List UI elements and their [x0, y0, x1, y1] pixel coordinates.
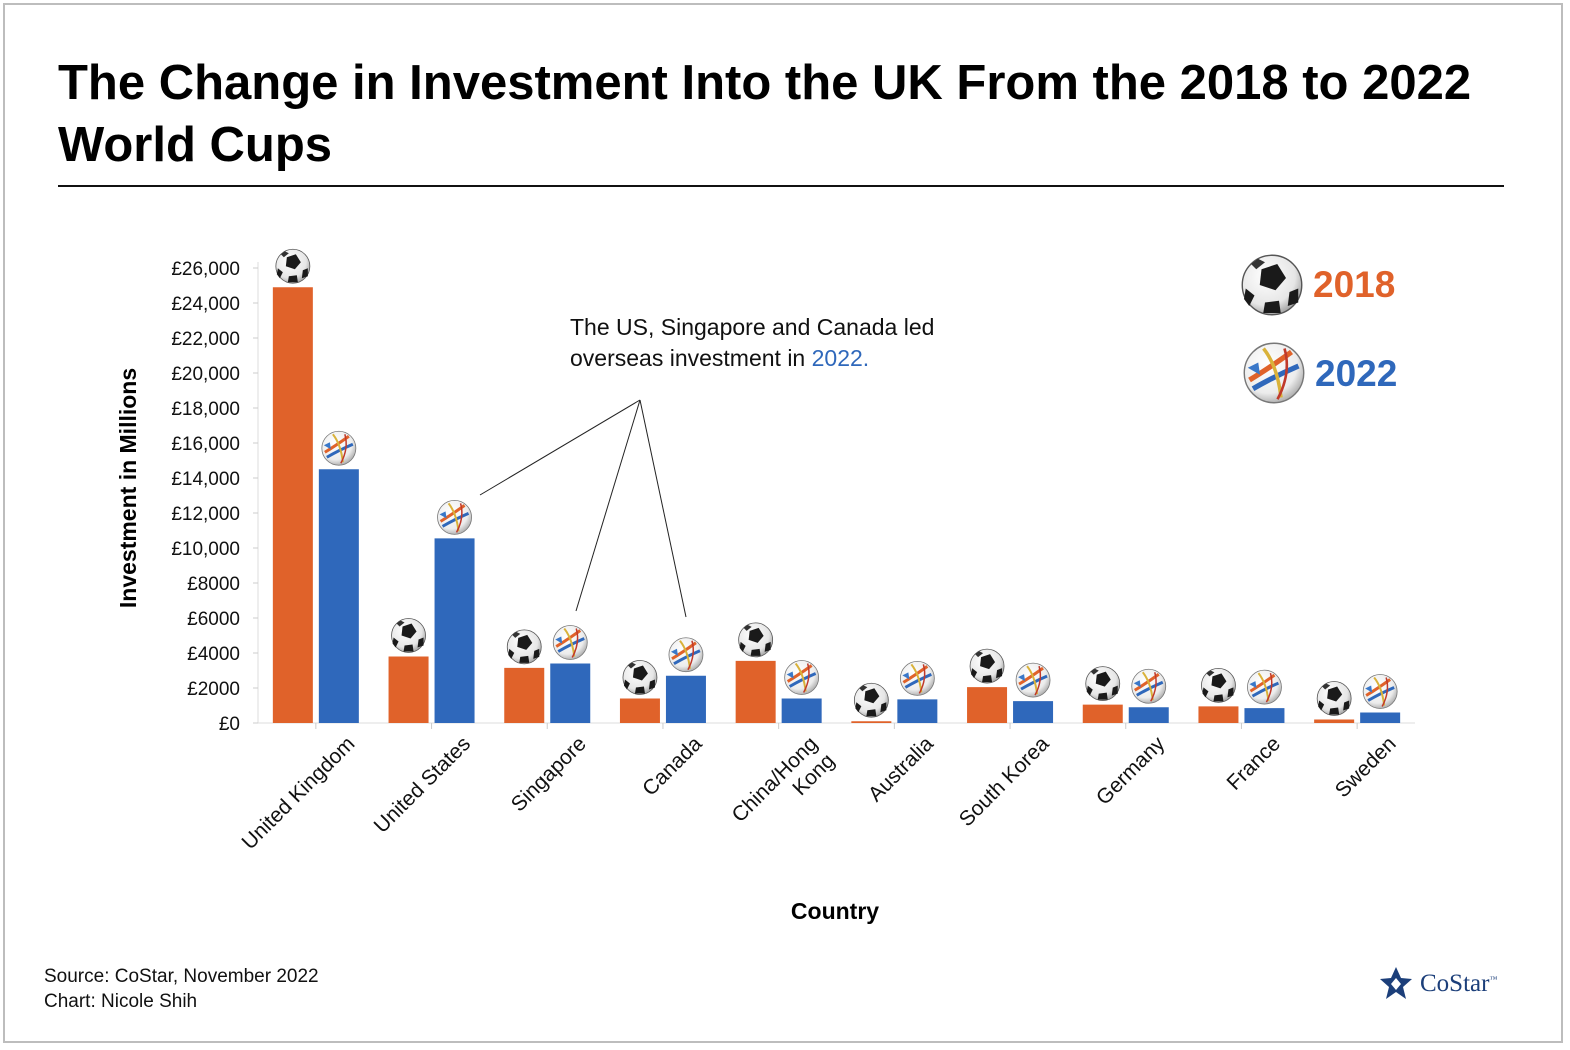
annotation: The US, Singapore and Canada led oversea… [479, 314, 934, 618]
soccer-ball-2022-icon [1244, 343, 1304, 403]
soccer-ball-2018-icon [969, 648, 1005, 684]
annotation-pointer-singapore [575, 399, 641, 612]
legend-item-2022: 2022 [1244, 343, 1397, 403]
soccer-ball-2018-icon [1241, 254, 1303, 316]
x-tick-label: United Kingdom [237, 732, 359, 854]
soccer-ball-2022-icon [1245, 668, 1283, 706]
y-tick-label: £24,000 [171, 294, 240, 315]
soccer-ball-2022-icon [436, 498, 474, 536]
bar-2022-australia [897, 699, 938, 723]
annotation-line-2: overseas investment in 2022. [570, 345, 869, 371]
bar-2018-france [1198, 706, 1239, 723]
x-tick-label: South Korea [955, 732, 1054, 831]
soccer-ball-2022-icon [320, 429, 358, 467]
soccer-ball-2018-icon [506, 629, 542, 665]
x-tick-label: Australia [864, 732, 938, 806]
bar-2022-canada [665, 675, 706, 723]
x-tick-label: Sweden [1331, 732, 1401, 802]
bar-2022-united-states [434, 538, 475, 723]
y-tick-label: £0 [219, 714, 240, 735]
y-tick-label: £10,000 [171, 539, 240, 560]
y-tick-label: £4000 [187, 644, 240, 665]
soccer-ball-2018-icon [738, 622, 774, 658]
soccer-ball-2022-icon [898, 659, 936, 697]
bar-2022-sweden [1360, 712, 1401, 723]
x-tick-label: China/HongKong [727, 732, 839, 844]
bar-2018-united-states [388, 656, 429, 723]
soccer-ball-2022-icon [551, 624, 589, 661]
soccer-ball-2022-icon [1130, 667, 1168, 705]
soccer-ball-2018-icon [275, 248, 311, 284]
soccer-ball-2018-icon [1085, 666, 1121, 702]
soccer-ball-2022-icon [783, 659, 821, 696]
y-tick-label: £8000 [187, 574, 240, 595]
y-axis-title: Investment in Millions [115, 368, 141, 608]
x-tick-label: Canada [638, 732, 707, 801]
source-note: Source: CoStar, November 2022 [44, 966, 319, 987]
legend-item-2018: 2018 [1241, 254, 1395, 316]
annotation-line-1: The US, Singapore and Canada led [570, 314, 934, 340]
chart-credit: Chart: Nicole Shih [44, 991, 198, 1012]
x-tick-label: United States [370, 732, 475, 837]
chart-frame [3, 3, 1563, 1043]
bar-2022-germany [1128, 707, 1169, 723]
y-axis: £0 £2000 £4000 £6000 £8000 £10,000 £12,000 £14,… [171, 259, 259, 735]
y-tick-label: £26,000 [171, 259, 240, 280]
soccer-ball-2018-icon [1316, 681, 1352, 716]
x-axis-title: Country [791, 898, 879, 924]
bar-2022-singapore [550, 663, 591, 723]
bar-2018-singapore [504, 667, 545, 723]
x-tick-label: Germany [1092, 732, 1170, 810]
costar-star-icon [1380, 967, 1412, 999]
footer: Source: CoStar, November 2022 Chart: Nic… [44, 964, 319, 1014]
annotation-pointer-canada [639, 399, 687, 618]
soccer-ball-2018-icon [391, 618, 427, 653]
annotation-pointer-us [479, 399, 641, 496]
chart-title: The Change in Investment Into the UK Fro… [58, 56, 1472, 172]
soccer-ball-2018-icon [853, 682, 889, 718]
bar-2018-south-korea [967, 687, 1008, 723]
x-tick-label: France [1223, 732, 1285, 794]
bar-2022-china-hong-kong [781, 698, 822, 723]
bars-group [272, 287, 1401, 723]
bar-2022-france [1244, 708, 1285, 723]
legend: 2018 2022 [1241, 254, 1397, 403]
title-divider [58, 185, 1504, 187]
costar-logo: CoStar™ [1378, 966, 1497, 1002]
bar-2018-germany [1082, 704, 1123, 723]
y-tick-label: £18,000 [171, 399, 240, 420]
y-tick-label: £12,000 [171, 504, 240, 525]
y-tick-label: £2000 [187, 679, 240, 700]
bar-2018-sweden [1314, 719, 1355, 723]
soccer-ball-2018-icon [1200, 667, 1236, 703]
bar-2022-united-kingdom [318, 469, 359, 723]
soccer-ball-2022-icon [1361, 673, 1399, 710]
bar-2022-south-korea [1013, 701, 1054, 723]
y-tick-label: £6000 [187, 609, 240, 630]
y-tick-label: £14,000 [171, 469, 240, 490]
bar-2018-australia [851, 721, 892, 723]
annotation-highlight-2022: 2022 [812, 345, 863, 371]
costar-logo-name: CoStar [1420, 970, 1490, 997]
soccer-ball-2018-icon [622, 660, 658, 695]
costar-logo-tm: ™ [1489, 974, 1498, 984]
y-tick-label: £16,000 [171, 434, 240, 455]
x-tick-label: Singapore [507, 732, 591, 816]
y-tick-label: £22,000 [171, 329, 240, 350]
soccer-ball-2022-icon [1014, 661, 1052, 699]
bar-2018-china-hong-kong [735, 660, 776, 723]
costar-logo-text: CoStar™ [1420, 970, 1497, 998]
legend-label-2018: 2018 [1313, 264, 1395, 305]
annotation-line-2-prefix: overseas investment in [570, 345, 812, 371]
y-tick-label: £20,000 [171, 364, 240, 385]
x-axis: United Kingdom United States Singapore Cana… [237, 722, 1415, 854]
annotation-line-2-suffix: . [863, 345, 869, 371]
soccer-ball-2022-icon [667, 636, 705, 674]
bar-2018-united-kingdom [272, 287, 313, 723]
bar-2018-canada [619, 698, 660, 723]
legend-label-2022: 2022 [1315, 353, 1397, 394]
